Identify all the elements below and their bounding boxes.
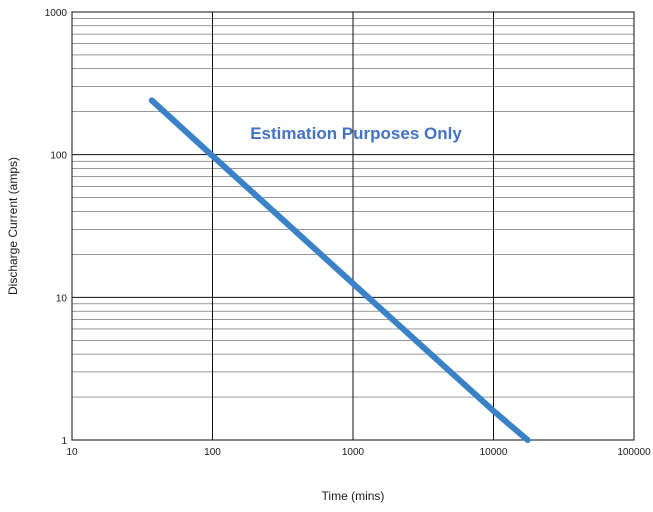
annotation-label: Estimation Purposes Only [250,124,462,143]
major-grid [71,11,635,441]
series-layer [148,97,531,443]
x-tick-label: 100 [204,447,221,458]
x-tick-label: 10000 [480,447,508,458]
plot-border [71,11,635,441]
x-tick-label: 10 [66,447,78,458]
y-tick-label: 100 [50,151,67,162]
x-tick-label: 1000 [342,447,365,458]
y-tick-label: 1 [61,436,67,447]
x-tick-label: 100000 [617,447,651,458]
x-axis-title: Time (mins) [322,489,385,503]
series-line [148,97,531,443]
y-tick-label: 10 [56,293,68,304]
y-tick-label: 1000 [45,8,68,19]
y-axis-title: Discharge Current (amps) [6,157,20,295]
